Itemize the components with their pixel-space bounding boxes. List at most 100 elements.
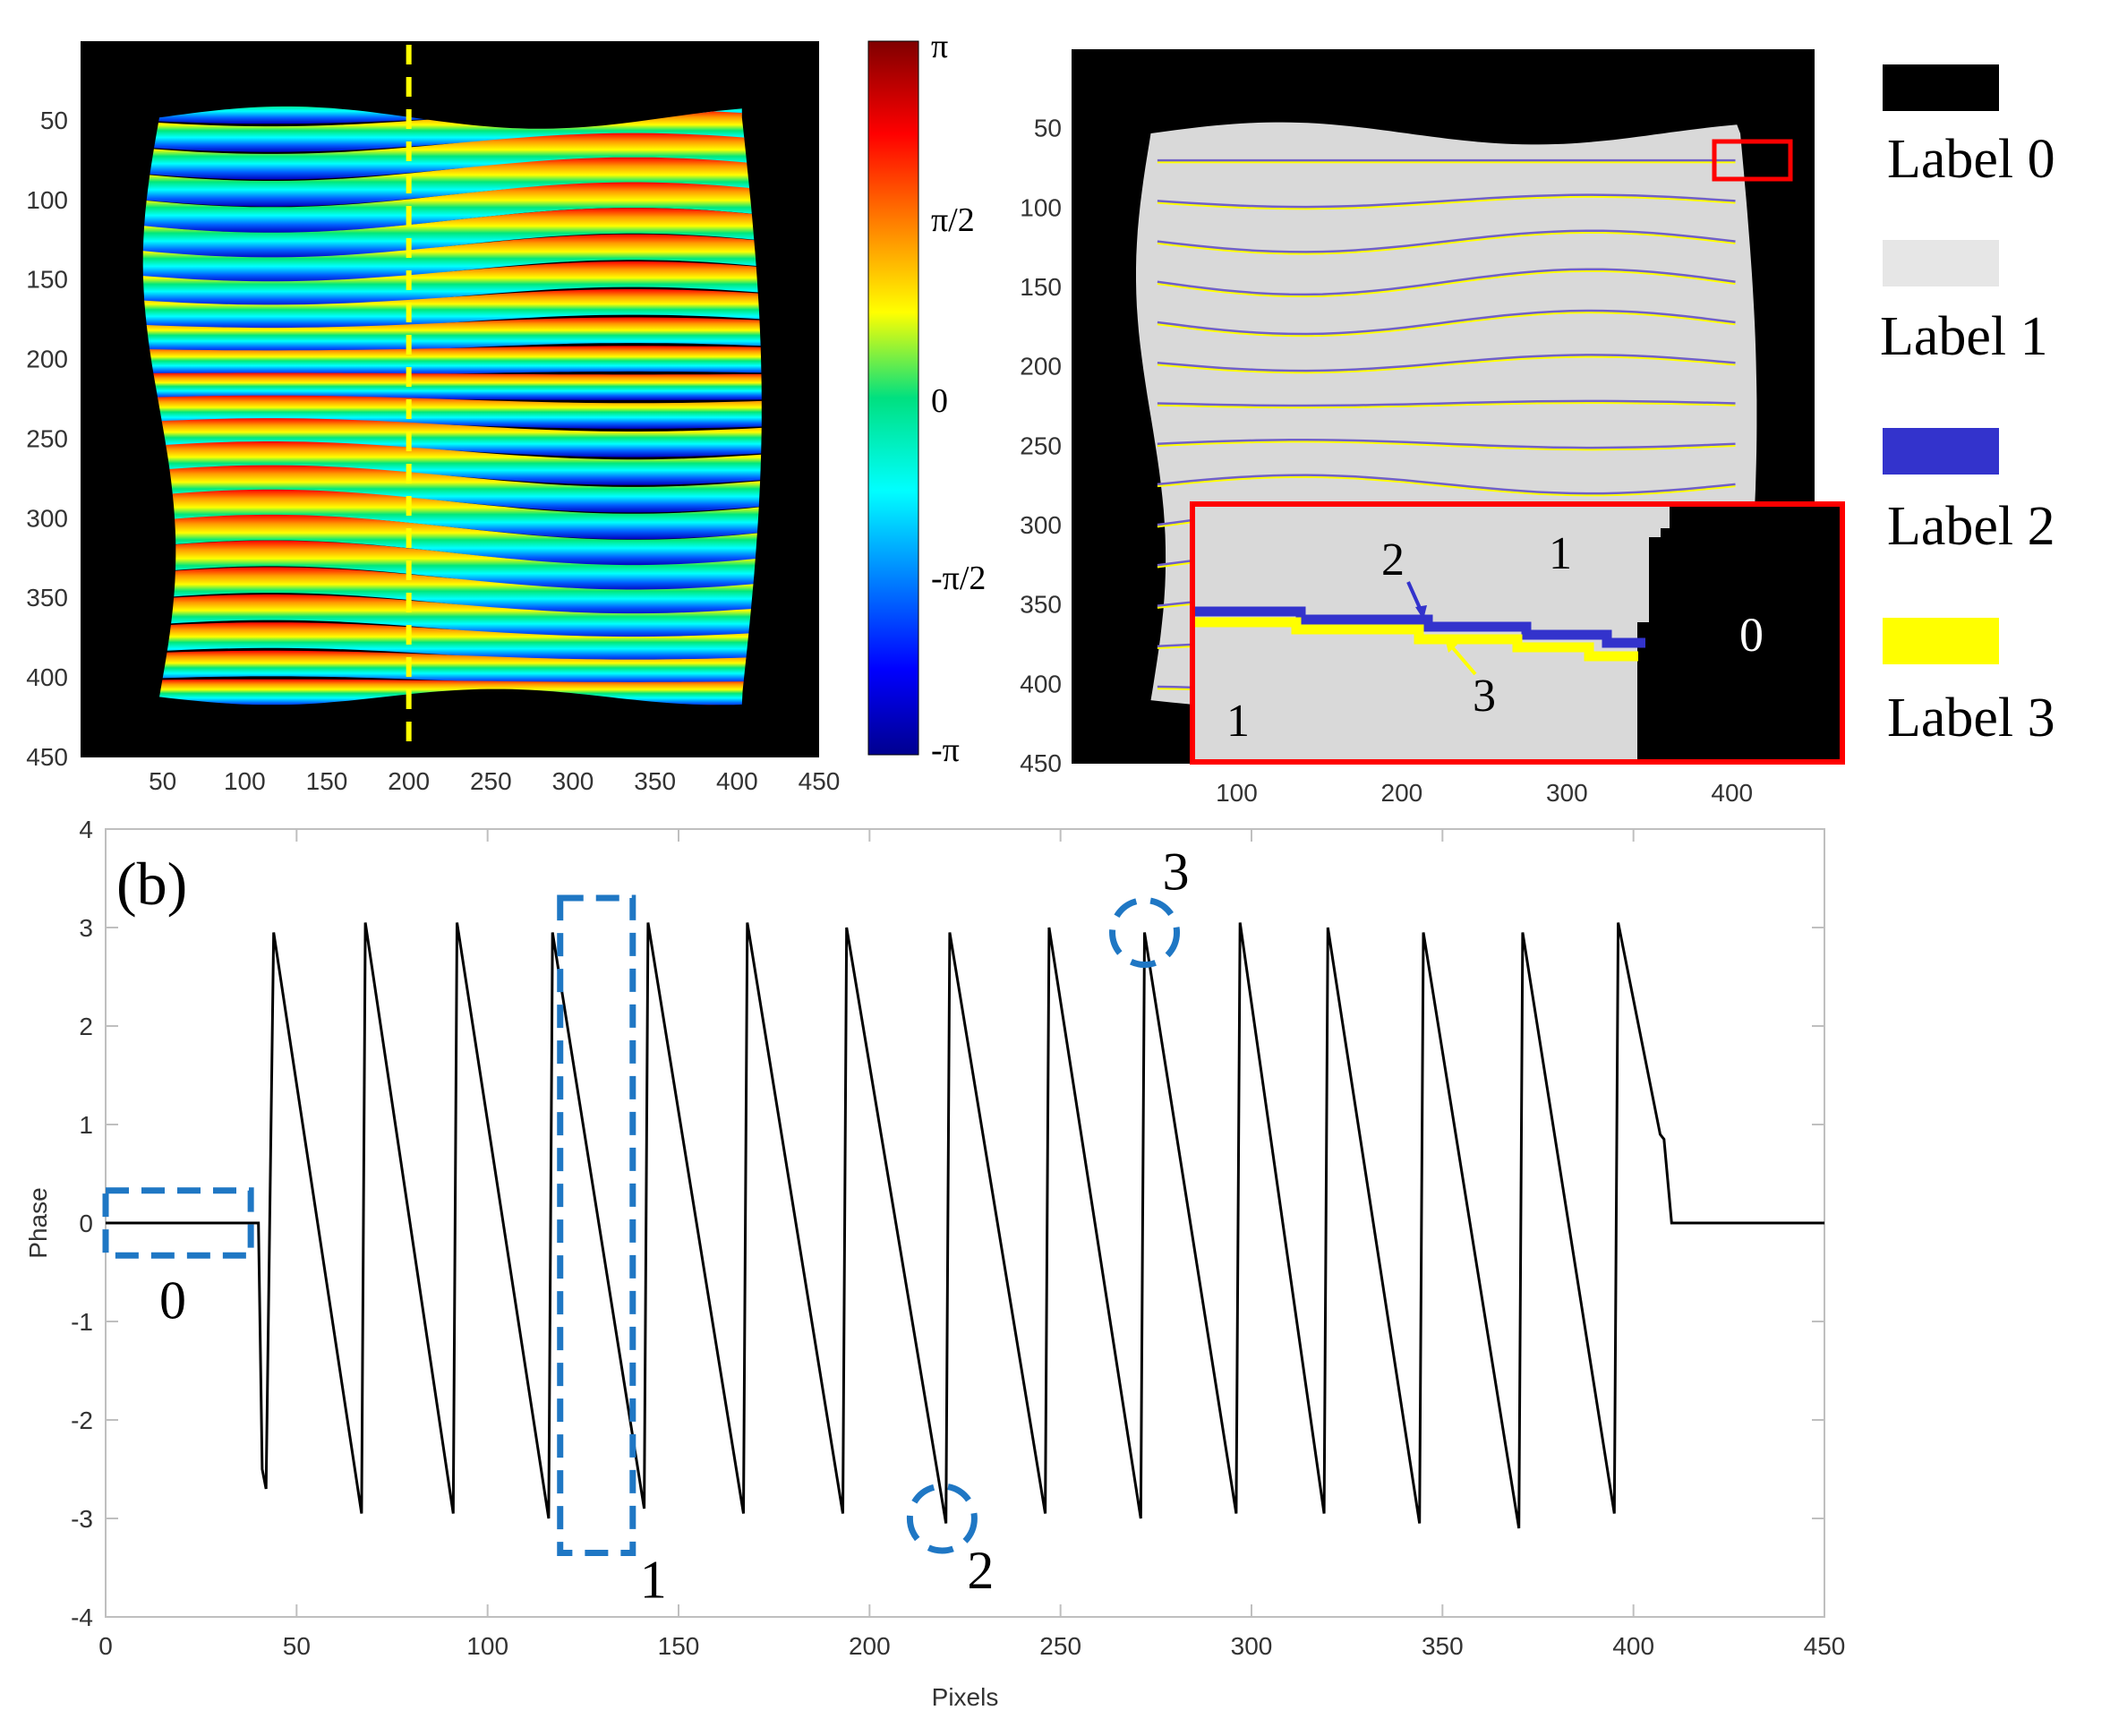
panel-c-x-tick: 400 <box>1711 779 1753 807</box>
zoom-inset: 1 1 0 2 3 <box>1190 501 1845 765</box>
y-tick-label: 1 <box>79 1111 93 1139</box>
x-tick-label: 50 <box>283 1632 311 1660</box>
colorbar: π π/2 0 -π/2 -π <box>867 28 986 769</box>
panel-a-x-tick: 450 <box>799 767 841 795</box>
annotation-label-1: 1 <box>640 1551 667 1610</box>
panel-a-x-tick: 200 <box>388 767 430 795</box>
y-axis-label: Phase <box>24 1187 52 1258</box>
label-3-boundary <box>1157 475 1736 497</box>
inset-label-0-region <box>1637 504 1842 762</box>
fringe-band <box>142 514 762 566</box>
fringe-band <box>142 106 762 124</box>
chart-annotations: 0 1 2 3 <box>102 842 1190 1610</box>
x-tick-label: 400 <box>1612 1632 1654 1660</box>
inset-border <box>1190 501 1845 765</box>
panel-a-y-tick: 350 <box>26 584 68 611</box>
fringe-band <box>142 372 762 400</box>
annotation-label-2: 2 <box>967 1541 994 1600</box>
panel-a-y-tick: 150 <box>26 266 68 294</box>
panel-c-x-tick: 300 <box>1546 779 1588 807</box>
y-tick-label: -3 <box>71 1505 93 1533</box>
panel-c-y-tick: 450 <box>1020 749 1062 777</box>
label-2-boundary <box>1157 399 1736 407</box>
label-legend: Label 0 Label 1 Label 2 Label 3 <box>1880 64 2055 748</box>
fringe-band <box>142 182 762 233</box>
colorbar-label-half-pi: π/2 <box>931 201 975 239</box>
fringe-band <box>142 289 762 330</box>
annotation-circle-3 <box>1109 897 1181 968</box>
panel-a: (a) 50 100 150 200 250 300 350 400 450 50 100 150 2… <box>26 13 841 795</box>
panel-c-y-tick: 200 <box>1020 353 1062 381</box>
label-2-boundary <box>1157 268 1736 296</box>
x-tick-label: 200 <box>849 1632 891 1660</box>
panel-c-x-ticks: 100 200 300 400 <box>1216 779 1753 807</box>
fringe-band <box>142 346 762 376</box>
label-2-boundary <box>1157 309 1736 336</box>
panel-a-y-tick: 400 <box>26 663 68 691</box>
fringe-band <box>142 317 762 354</box>
panel-a-label: (a) <box>90 51 157 119</box>
phase-series-line <box>106 922 1824 1529</box>
panel-a-y-tick: 200 <box>26 346 68 373</box>
y-tick-label: 3 <box>79 914 93 942</box>
x-axis-ticks: 0 50 100 150 200 250 300 350 400 450 <box>98 829 1845 1660</box>
annotation-label-3: 3 <box>1163 842 1190 902</box>
inset-label-3: 3 <box>1473 671 1496 722</box>
y-tick-label: -1 <box>71 1308 93 1336</box>
panel-c-y-tick: 100 <box>1020 193 1062 221</box>
fringe-band <box>142 208 762 259</box>
fringe-band <box>90 13 815 44</box>
inset-arrowhead-3 <box>1445 638 1457 653</box>
label-2-boundary <box>1157 193 1736 209</box>
inset-label-1-bottom: 1 <box>1226 696 1250 747</box>
panel-a-x-tick: 100 <box>224 767 266 795</box>
panel-c-y-tick: 50 <box>1034 115 1062 142</box>
legend-swatch-label-3 <box>1883 618 1999 664</box>
legend-swatch-label-2 <box>1883 428 1999 475</box>
label-3-boundary <box>1157 269 1736 298</box>
panel-c-y-tick: 350 <box>1020 591 1062 619</box>
panel-a-y-tick: 450 <box>26 743 68 771</box>
inset-label-0: 0 <box>1739 608 1764 662</box>
label-3-boundary <box>1157 401 1736 409</box>
y-tick-label: -4 <box>71 1603 93 1631</box>
label-3-boundary <box>1157 440 1736 451</box>
y-tick-label: -2 <box>71 1407 93 1434</box>
annotation-circle-2 <box>906 1483 978 1554</box>
colorbar-gradient <box>867 40 919 756</box>
x-tick-label: 250 <box>1039 1632 1081 1660</box>
x-tick-label: 100 <box>466 1632 508 1660</box>
annotation-box-1 <box>557 894 636 1556</box>
y-axis-ticks: 4 3 2 1 0 -1 -2 -3 -4 <box>71 816 1824 1631</box>
panel-a-y-tick: 100 <box>26 186 68 214</box>
panel-a-x-tick: 50 <box>149 767 176 795</box>
fringe-band <box>142 594 762 639</box>
fringe-band <box>142 234 762 283</box>
x-tick-label: 300 <box>1231 1632 1273 1660</box>
y-tick-label: 0 <box>79 1210 93 1237</box>
label-3-boundary <box>1157 195 1736 210</box>
label-2-boundary <box>1157 439 1736 449</box>
fringe-band <box>142 441 762 485</box>
legend-text-label-0: Label 0 <box>1887 129 2055 190</box>
panel-a-x-tick: 250 <box>470 767 512 795</box>
label-3-boundary <box>1157 311 1736 338</box>
annotation-label-0: 0 <box>159 1270 186 1330</box>
y-tick-label: 2 <box>79 1013 93 1040</box>
legend-text-label-1: Label 1 <box>1880 306 2048 367</box>
panel-a-x-tick: 150 <box>306 767 348 795</box>
fringe-band <box>142 489 762 540</box>
label-2-boundary <box>1157 474 1736 495</box>
panel-c-y-ticks: 50 100 150 200 250 300 350 400 450 <box>1020 115 1062 777</box>
y-tick-label: 4 <box>79 816 93 843</box>
colorbar-label-neg-pi: -π <box>931 731 960 769</box>
legend-swatch-label-0 <box>1883 64 1999 111</box>
fringe-band <box>142 133 762 180</box>
inset-label-3-line <box>1193 617 1638 662</box>
colorbar-label-pi: π <box>931 28 948 65</box>
x-tick-label: 150 <box>658 1632 700 1660</box>
x-axis-label: Pixels <box>932 1683 999 1711</box>
colorbar-label-zero: 0 <box>931 382 948 420</box>
panel-b-label: (b) <box>116 850 187 918</box>
inset-label-2: 2 <box>1381 534 1405 586</box>
